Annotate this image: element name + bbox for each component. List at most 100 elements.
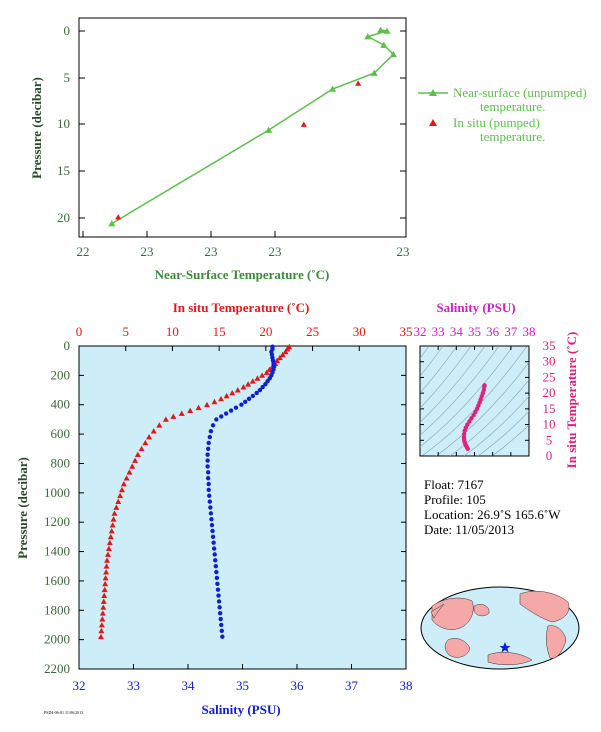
density-contour xyxy=(420,346,444,377)
map-land xyxy=(430,591,570,665)
salinity-point xyxy=(217,611,223,616)
temperature-point xyxy=(234,387,241,393)
ts-point xyxy=(469,416,474,421)
salinity-point xyxy=(214,417,219,422)
pressure-tick-label: 200 xyxy=(51,367,71,382)
salinity-point xyxy=(213,558,218,563)
temperature-point xyxy=(156,422,163,428)
salinity-point xyxy=(214,575,220,581)
near-surface-point xyxy=(377,26,385,33)
ts-marks xyxy=(461,383,487,451)
temperature-point xyxy=(259,372,266,378)
temperature-tick-label: 20 xyxy=(259,324,272,339)
legend-triangle-icon xyxy=(429,89,437,96)
salinity-point xyxy=(210,423,216,428)
temperature-point xyxy=(115,498,122,505)
temperature-point xyxy=(113,504,120,510)
salinity-point xyxy=(209,517,214,522)
ts-temperature-tick-label: 30 xyxy=(543,354,556,369)
salinity-point xyxy=(257,387,263,393)
temperature-point xyxy=(105,545,112,552)
salinity-tick-label: 37 xyxy=(345,678,359,693)
temperature-point xyxy=(134,451,141,458)
ts-point xyxy=(482,383,487,388)
near-surface-legend: Near-surface (unpumped) temperature. In … xyxy=(418,85,587,144)
temperature-point xyxy=(146,434,153,440)
salinity-point xyxy=(208,428,214,434)
temperature-point xyxy=(282,348,289,355)
salinity-point xyxy=(207,493,212,498)
near-surface-point xyxy=(380,41,388,48)
salinity-point xyxy=(216,599,222,604)
near-surface-x-tick-label: 23 xyxy=(205,244,218,259)
ts-salinity-tick-label: 38 xyxy=(523,324,536,339)
salinity-point xyxy=(233,405,239,410)
salinity-point xyxy=(228,408,234,413)
salinity-point xyxy=(215,581,220,587)
pressure-tick-label: 1600 xyxy=(44,573,70,588)
salinity-point xyxy=(205,464,210,469)
salinity-point xyxy=(243,399,248,404)
density-contour xyxy=(435,361,529,456)
salinity-point xyxy=(214,569,219,575)
ts-salinity-tick-label: 36 xyxy=(486,324,500,339)
profile-top-axis-label: In situ Temperature (˚C) xyxy=(173,300,310,315)
pressure-tick-label: 600 xyxy=(51,426,71,441)
salinity-tick-label: 34 xyxy=(182,678,196,693)
salinity-point xyxy=(206,487,211,493)
temperature-point xyxy=(110,516,117,522)
near-surface-x-tick-label: 22 xyxy=(77,244,90,259)
pressure-tick-label: 400 xyxy=(51,397,71,412)
float-info: Float: 7167 Profile: 105 Location: 26.9˚… xyxy=(424,477,561,537)
ts-salinity-tick-label: 32 xyxy=(414,324,427,339)
salinity-point xyxy=(206,440,211,446)
temperature-point xyxy=(162,416,169,422)
salinity-point xyxy=(210,528,215,534)
ts-salinity-tick-label: 37 xyxy=(504,324,518,339)
temperature-point xyxy=(223,392,230,399)
salinity-tick-label: 32 xyxy=(73,678,86,693)
temperature-point xyxy=(240,384,247,390)
temperature-point xyxy=(107,533,114,540)
ts-temperature-tick-label: 0 xyxy=(546,448,553,463)
profile-bottom-axis-label: Salinity (PSU) xyxy=(201,702,280,717)
temperature-point xyxy=(187,407,194,413)
salinity-point xyxy=(208,505,213,510)
legend-near-surface-label-1: Near-surface (unpumped) xyxy=(453,85,587,100)
density-contour xyxy=(420,346,486,423)
near-surface-point xyxy=(108,220,116,227)
profile-marks xyxy=(97,343,293,640)
profile-plot-frame xyxy=(78,345,407,670)
salinity-point xyxy=(207,434,212,440)
pressure-tick-label: 2000 xyxy=(44,632,70,647)
temperature-point xyxy=(98,627,105,634)
pressure-tick-label: 800 xyxy=(51,455,71,470)
temperature-point xyxy=(103,569,110,575)
salinity-tick-label: 35 xyxy=(236,678,249,693)
in-situ-point xyxy=(300,121,307,127)
temperature-point xyxy=(266,366,273,372)
temperature-point xyxy=(132,457,139,463)
float-location-star-icon xyxy=(499,642,511,653)
temperature-point xyxy=(211,398,218,405)
temperature-point xyxy=(123,475,130,481)
salinity-point xyxy=(263,381,268,387)
near-surface-y-tick-label: 5 xyxy=(64,70,71,85)
near-surface-x-tick-label: 23 xyxy=(397,244,410,259)
salinity-point xyxy=(215,587,221,592)
ts-density-contours xyxy=(420,346,529,456)
salinity-point xyxy=(213,564,218,569)
salinity-point xyxy=(260,384,265,390)
profile-number: Profile: 105 xyxy=(424,492,486,507)
temperature-tick-label: 25 xyxy=(306,324,319,339)
temperature-point xyxy=(249,378,256,384)
ts-point xyxy=(461,434,467,440)
density-contour xyxy=(449,379,529,456)
temperature-tick-label: 30 xyxy=(353,324,366,339)
salinity-point xyxy=(205,452,210,457)
temperature-point xyxy=(178,410,185,416)
salinity-point xyxy=(211,546,217,551)
near-surface-y-axis: 0 5 10 15 20 xyxy=(57,23,406,225)
ts-temperature-tick-label: 5 xyxy=(546,432,553,447)
